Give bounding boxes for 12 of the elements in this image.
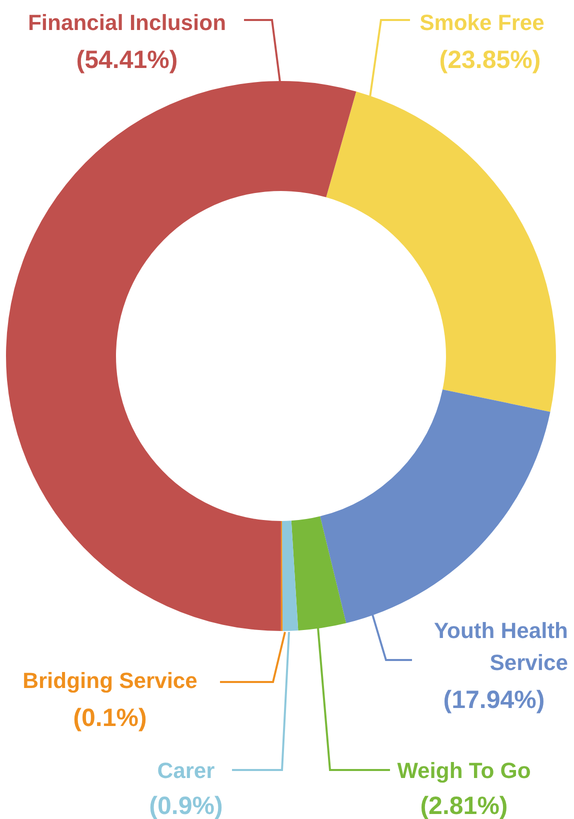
slice-label: Youth Health Service [434,618,568,675]
data-label: (54.41%) [76,46,178,74]
data-label: (23.85%) [439,46,541,74]
slice-label: Carer [157,758,216,783]
slice-label: Financial Inclusion [28,10,226,35]
data-label: (0.9%) [149,792,223,819]
data-label: (0.1%) [73,704,147,732]
data-label: (17.94%) [443,686,545,714]
data-label: (2.81%) [420,792,508,819]
slice-label: Bridging Service [22,668,198,693]
slice-label: Weigh To Go [397,758,531,783]
slice-label: Smoke Free [420,10,544,35]
